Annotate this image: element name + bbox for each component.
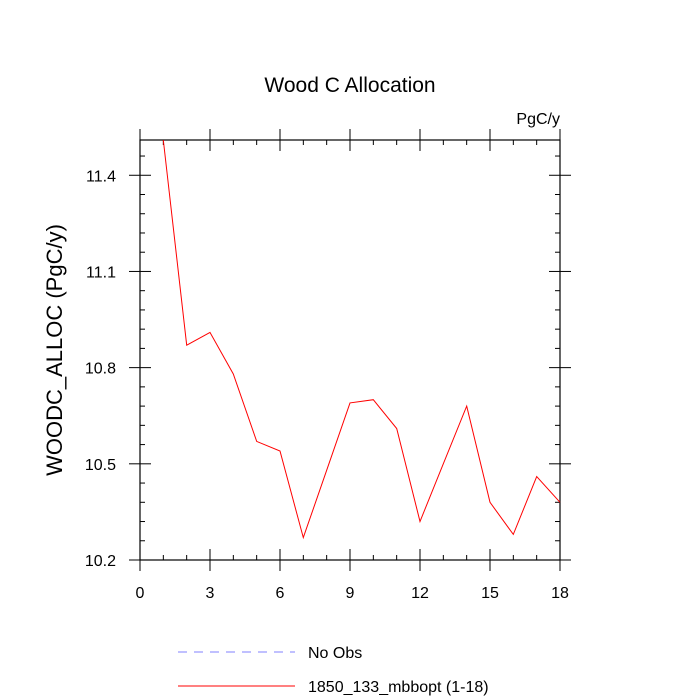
y-tick-label: 11.1 (86, 264, 116, 281)
x-tick-label: 3 (206, 585, 215, 602)
legend: No Obs 1850_133_mbbopt (1-18) (178, 645, 489, 696)
x-tick-label: 6 (276, 585, 285, 602)
x-tick-label: 15 (481, 585, 499, 602)
y-tick-label: 10.2 (85, 553, 116, 570)
chart-title: Wood C Allocation (264, 74, 435, 97)
y-tick-label: 10.5 (85, 457, 116, 474)
y-tick-label: 11.4 (86, 168, 116, 185)
series-line (162, 139, 561, 540)
legend-label: No Obs (308, 645, 362, 662)
plot-frame (139, 139, 561, 561)
axis-ticks (129, 129, 571, 571)
y-tick-label: 10.8 (85, 361, 116, 378)
axis-tick-labels: 0 3 6 9 12 15 18 10.2 10.5 10.8 11.1 11.4 (85, 168, 569, 602)
y-axis-label: WOODC_ALLOC (PgC/y) (42, 224, 67, 476)
series-layer (162, 139, 561, 540)
legend-label: 1850_133_mbbopt (1-18) (308, 679, 489, 696)
units-label: PgC/y (516, 111, 560, 128)
x-tick-label: 12 (411, 585, 429, 602)
x-tick-label: 18 (551, 585, 569, 602)
x-tick-label: 0 (136, 585, 145, 602)
x-tick-label: 9 (346, 585, 355, 602)
